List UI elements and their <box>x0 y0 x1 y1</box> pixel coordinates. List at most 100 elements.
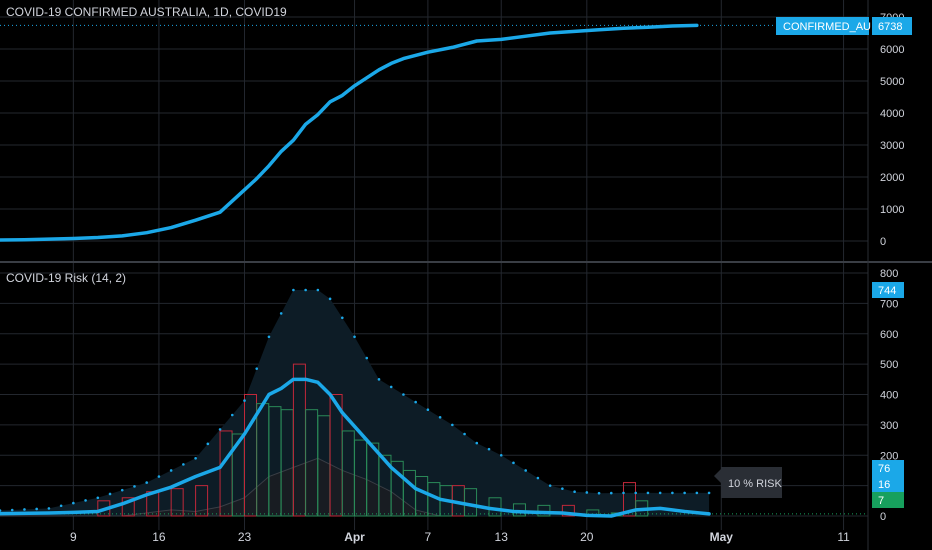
top-panel-title: COVID-19 CONFIRMED AUSTRALIA, 1D, COVID1… <box>6 5 287 19</box>
upper-band-dot <box>157 475 161 478</box>
price-axis-tick: 2000 <box>880 172 904 184</box>
upper-band-dot <box>512 461 515 465</box>
price-axis-tick: 600 <box>880 329 898 341</box>
upper-band-dot <box>622 491 625 495</box>
value-badge <box>872 476 904 492</box>
time-axis-tick: 20 <box>580 530 594 544</box>
upper-band-dot <box>316 288 320 292</box>
upper-band-dot <box>438 415 442 419</box>
price-axis-tick: 3000 <box>880 140 904 152</box>
risk-line[interactable] <box>0 377 711 518</box>
upper-band-dot <box>365 356 369 360</box>
upper-band-dot <box>634 491 638 495</box>
price-axis-tick: 0 <box>880 511 886 523</box>
time-axis-tick: 7 <box>425 530 432 544</box>
time-axis-tick: 13 <box>495 530 509 544</box>
bottom-panel-title: COVID-19 Risk (14, 2) <box>6 271 126 285</box>
bottom-panel-plot <box>0 288 868 518</box>
upper-band-dot <box>72 501 75 505</box>
upper-band-dot <box>328 297 332 301</box>
time-axis-tick: May <box>710 530 734 544</box>
upper-band-dot <box>59 504 63 508</box>
risk-bar <box>121 497 135 517</box>
upper-band-dot <box>169 469 173 472</box>
value-badge <box>872 282 904 299</box>
upper-band-dot <box>671 491 674 495</box>
top-panel-plot <box>0 23 868 242</box>
value-badge <box>872 460 904 476</box>
upper-band-dot <box>573 490 576 494</box>
risk-bar <box>622 482 636 517</box>
value-badge-label: 16 <box>878 479 890 491</box>
upper-band-dot <box>145 481 149 484</box>
upper-band-dot <box>463 432 466 436</box>
confirmed-line[interactable] <box>0 23 699 242</box>
price-axis-tick: 200 <box>880 450 898 462</box>
time-axis-tick: Apr <box>344 530 365 544</box>
upper-band-dot <box>658 491 662 495</box>
upper-band-dot <box>292 288 295 292</box>
upper-band-dot <box>84 499 87 502</box>
upper-band-dot <box>377 378 381 381</box>
risk-label: 10 % RISK <box>728 478 782 490</box>
price-axis-tick: 6000 <box>880 44 904 56</box>
upper-band-dot <box>536 476 540 480</box>
upper-band-dot <box>243 399 246 402</box>
upper-band-dot <box>524 469 527 472</box>
upper-band-dot <box>182 463 185 466</box>
price-tag: CONFIRMED_AU 6738 <box>776 17 912 35</box>
risk-tooltip: 10 % RISK <box>714 467 782 498</box>
price-axis-tick: 4000 <box>880 108 904 120</box>
price-axis-tick: 1000 <box>880 204 904 216</box>
upper-band-dot <box>475 441 479 445</box>
upper-band-dot <box>255 367 259 370</box>
upper-band-dot <box>133 485 136 488</box>
price-tag-value: 6738 <box>878 21 902 33</box>
upper-band-dot <box>108 492 112 496</box>
upper-band-dot <box>646 491 650 495</box>
upper-band-dot <box>695 491 699 495</box>
upper-band-dot <box>585 491 589 494</box>
price-axis-tick: 5000 <box>880 76 904 88</box>
price-axis-tick: 0 <box>880 236 886 248</box>
upper-band-dot <box>451 423 454 427</box>
upper-band-dot <box>389 385 393 389</box>
upper-band-dot <box>341 316 344 320</box>
price-axis-tick: 400 <box>880 390 898 402</box>
upper-band-dot <box>499 453 503 457</box>
price-tag-label: CONFIRMED_AU <box>783 21 871 33</box>
upper-band-dot <box>548 484 552 487</box>
value-badge-label: 7 <box>878 495 884 507</box>
upper-band-dot <box>230 413 234 417</box>
upper-band-dot <box>218 428 222 431</box>
upper-band-dot <box>609 491 613 495</box>
risk-bar <box>195 485 209 517</box>
price-axis-tick: 800 <box>880 268 898 280</box>
risk-bar <box>561 504 575 517</box>
upper-band-dot <box>597 491 601 495</box>
upper-band-dot <box>683 491 686 495</box>
upper-band-dot <box>426 408 430 411</box>
upper-band-dot <box>96 496 100 500</box>
price-axis-tick: 300 <box>880 420 898 432</box>
upper-band-dot <box>0 509 2 512</box>
value-badge-label: 76 <box>878 463 890 475</box>
upper-band-dot <box>10 508 14 512</box>
value-badge <box>872 492 904 508</box>
price-axis-tick: 700 <box>880 298 898 310</box>
time-axis-tick: 11 <box>837 530 850 544</box>
upper-band-dot <box>487 447 491 451</box>
time-axis[interactable]: 9 16 23 Apr 7 13 20 May 11 <box>70 530 850 544</box>
risk-bar <box>170 488 184 517</box>
upper-band-dot <box>47 507 51 510</box>
upper-band-dot <box>194 456 197 460</box>
upper-band-dot <box>414 400 417 404</box>
value-badge-label: 744 <box>878 285 896 297</box>
price-axis-tick: 500 <box>880 359 898 371</box>
upper-band-dot <box>206 442 210 446</box>
upper-band-dot <box>402 393 405 396</box>
upper-band-dot <box>707 491 711 495</box>
time-axis-tick: 23 <box>238 530 252 544</box>
upper-band-dot <box>23 508 26 511</box>
